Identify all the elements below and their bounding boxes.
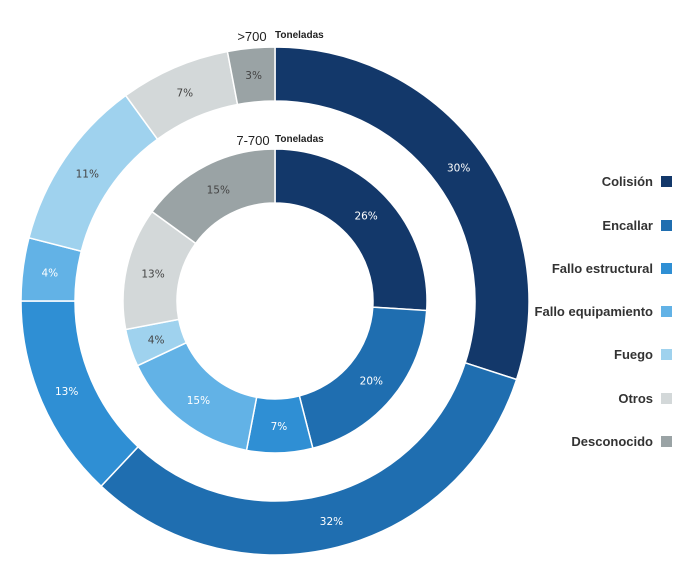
inner-ring (122, 148, 428, 454)
outer-slice-fallo-estructural[interactable] (20, 300, 140, 488)
legend-swatch (661, 393, 672, 404)
legend-item-encallar[interactable]: Encallar (602, 218, 672, 233)
legend-item-fallo-estructural[interactable]: Fallo estructural (552, 261, 672, 276)
legend-label: Desconocido (571, 434, 653, 449)
outer-ring (20, 46, 530, 556)
legend-swatch (661, 306, 672, 317)
legend-swatch (661, 349, 672, 360)
outer-ring-title-sub: Toneladas (275, 30, 324, 41)
outer-ring-title: >700 Toneladas (237, 29, 324, 44)
inner-ring-title-sub: Toneladas (275, 134, 324, 145)
legend-label: Fallo estructural (551, 261, 653, 276)
inner-label-fuego: 4% (148, 335, 165, 347)
outer-ring-title-main: >700 (237, 29, 266, 44)
outer-label-fuego: 11% (76, 168, 99, 180)
inner-label-otros: 13% (141, 269, 164, 281)
outer-slice-colision[interactable] (274, 46, 530, 381)
inner-label-encallar: 20% (360, 376, 383, 388)
legend-swatch (661, 263, 672, 274)
legend-label: Fuego (614, 347, 653, 362)
legend-item-colision[interactable]: Colisión (602, 174, 672, 189)
outer-label-desconocido: 3% (245, 70, 262, 82)
inner-label-desconocido: 15% (207, 185, 230, 197)
legend-label: Fallo equipamiento (534, 304, 653, 319)
outer-slice-desconocido[interactable] (226, 46, 276, 106)
legend-swatch (661, 220, 672, 231)
inner-label-fallo-equipamiento: 15% (187, 395, 210, 407)
inner-ring-title: 7-700 Toneladas (236, 133, 324, 148)
outer-label-otros: 7% (177, 88, 194, 100)
slice-labels: 30% 32% 13% 4% 11% 7% 3% 26% 20% 7% 15% 4% 13% 15% (41, 70, 470, 528)
inner-label-fallo-estructural: 7% (271, 421, 288, 433)
legend-swatch (661, 176, 672, 187)
legend-swatch (661, 436, 672, 447)
legend-label: Encallar (602, 218, 653, 233)
legend-label: Colisión (601, 174, 653, 189)
legend-item-desconocido[interactable]: Desconocido (571, 434, 672, 449)
legend-label: Otros (618, 391, 653, 406)
legend-item-otros[interactable]: Otros (618, 391, 672, 406)
legend-item-fallo-equipamiento[interactable]: Fallo equipamiento (535, 304, 672, 319)
legend-item-fuego[interactable]: Fuego (614, 347, 672, 362)
outer-label-fallo-estructural: 13% (55, 386, 78, 398)
inner-slice-colision[interactable] (274, 148, 428, 312)
inner-ring-title-main: 7-700 (236, 133, 269, 148)
outer-label-colision: 30% (447, 163, 470, 175)
outer-label-fallo-equipamiento: 4% (41, 268, 58, 280)
outer-label-encallar: 32% (320, 516, 343, 528)
inner-slice-desconocido[interactable] (150, 148, 276, 245)
inner-label-colision: 26% (354, 210, 377, 222)
